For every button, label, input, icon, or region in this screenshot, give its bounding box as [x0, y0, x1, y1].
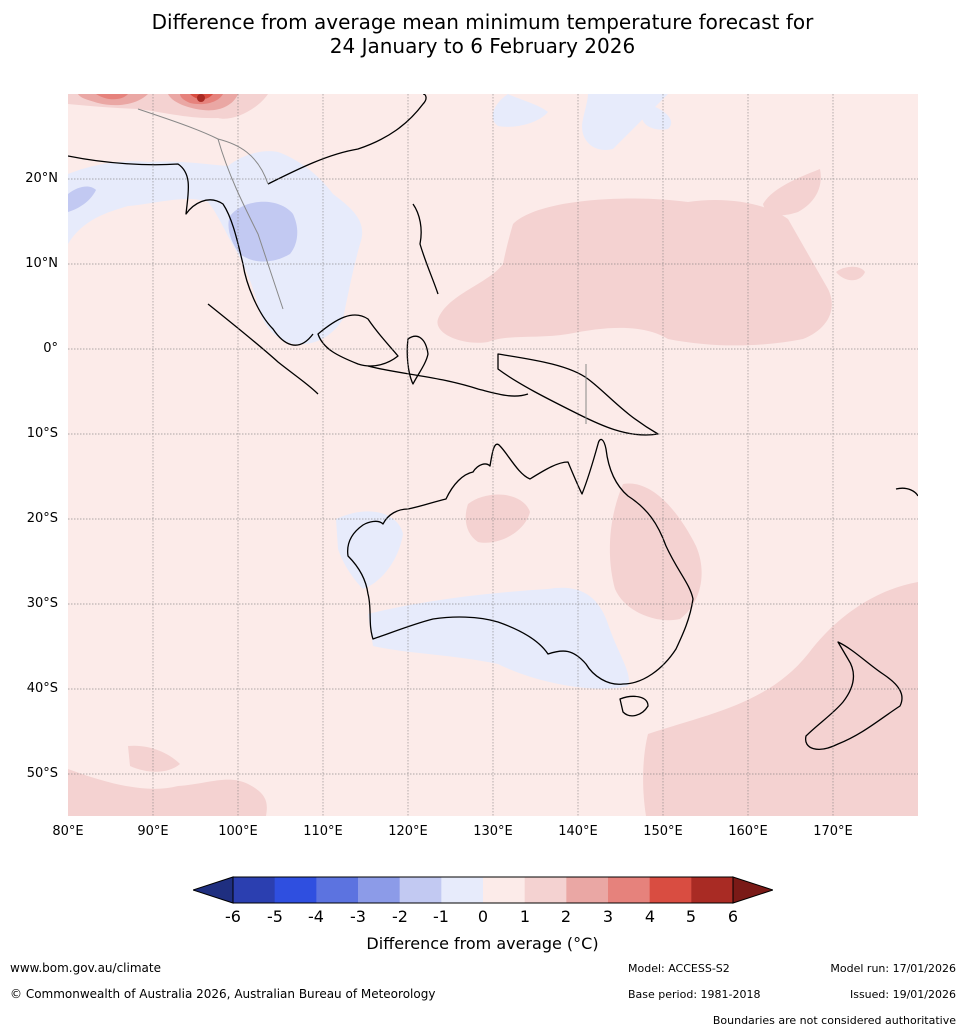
colorbar-tick: 3 [602, 907, 614, 926]
cool-anomaly-core [68, 186, 298, 262]
lon-label-120e: 120°E [388, 824, 428, 839]
colorbar-under-arrow [193, 876, 234, 904]
australia-coast [347, 438, 694, 685]
country-borders [137, 108, 587, 424]
colorbar-tick: 6 [727, 907, 739, 926]
footer-copyright: © Commonwealth of Australia 2026, Austra… [10, 987, 436, 1001]
map-canvas [68, 94, 918, 816]
new-zealand-coast [805, 641, 903, 750]
colorbar-cell [358, 877, 401, 903]
colorbar-cell [233, 877, 276, 903]
lon-label-90e: 90°E [137, 824, 169, 839]
colorbar [193, 876, 773, 904]
philippines-coast [412, 203, 439, 295]
colorbar-cell [316, 877, 359, 903]
lon-label-110e: 110°E [303, 824, 343, 839]
colorbar-cell [441, 877, 484, 903]
colorbar-tick: -3 [350, 907, 366, 926]
colorbar-cell [399, 877, 442, 903]
lon-label-170e: 170°E [813, 824, 853, 839]
hot-spot-himalaya [68, 94, 268, 119]
colorbar-tick: 5 [685, 907, 697, 926]
lat-label-40s: 40°S [26, 681, 58, 696]
colorbar-label: Difference from average (°C) [366, 934, 599, 953]
borneo-coast [317, 314, 399, 367]
java-coast [367, 365, 529, 397]
colorbar-over-arrow [732, 876, 773, 904]
colorbar-tick: -5 [267, 907, 283, 926]
footer-base-period: Base period: 1981-2018 [628, 988, 761, 1001]
lon-label-80e: 80°E [52, 824, 84, 839]
footer-website-link[interactable]: www.bom.gov.au/climate [10, 961, 161, 975]
colorbar-cell [608, 877, 651, 903]
new-guinea-coast [497, 353, 659, 436]
lat-label-equator: 0° [43, 341, 58, 356]
lat-label-10s: 10°S [26, 426, 58, 441]
map-title-line2: 24 January to 6 February 2026 [329, 34, 636, 58]
china-coast [267, 94, 427, 185]
lon-label-130e: 130°E [473, 824, 513, 839]
lat-label-10n: 10°N [25, 256, 58, 271]
colorbar-tick: 2 [560, 907, 572, 926]
lat-label-20n: 20°N [25, 171, 58, 186]
lon-label-100e: 100°E [218, 824, 258, 839]
lon-label-150e: 150°E [643, 824, 683, 839]
colorbar-cells [233, 877, 734, 903]
lon-label-160e: 160°E [728, 824, 768, 839]
colorbar-cell [566, 877, 609, 903]
colorbar-tick: -2 [392, 907, 408, 926]
colorbar-tick: 1 [519, 907, 531, 926]
colorbar-cell [691, 877, 734, 903]
colorbar-frame [232, 876, 734, 904]
lat-label-50s: 50°S [26, 766, 58, 781]
lat-label-20s: 20°S [26, 511, 58, 526]
colorbar-cell [524, 877, 567, 903]
colorbar-tick: 4 [644, 907, 656, 926]
tasmania-coast [619, 695, 649, 717]
sumatra-coast [207, 303, 319, 395]
colorbar-cell [483, 877, 526, 903]
mainland-asia-coast [68, 155, 314, 346]
footer-issued: Issued: 19/01/2026 [849, 988, 956, 1001]
coastlines [68, 94, 918, 750]
colorbar-tick: 0 [477, 907, 489, 926]
footer-model: Model: ACCESS-S2 [628, 962, 730, 975]
colorbar-cell [274, 877, 317, 903]
footer-disclaimer: Boundaries are not considered authoritat… [712, 1014, 956, 1027]
warm-anomaly-regions [68, 169, 918, 816]
colorbar-tick: -6 [225, 907, 241, 926]
map-title-line1: Difference from average mean minimum tem… [151, 10, 814, 34]
forecast-map[interactable] [68, 94, 918, 816]
footer-model-run: Model run: 17/01/2026 [830, 962, 956, 975]
colorbar-tick: -1 [433, 907, 449, 926]
sulawesi-coast [406, 335, 429, 385]
graticule [68, 94, 918, 816]
fiji-coast [895, 487, 918, 497]
colorbar-tick: -4 [308, 907, 324, 926]
cool-anomaly-regions [68, 94, 672, 689]
lat-label-30s: 30°S [26, 596, 58, 611]
lon-label-140e: 140°E [558, 824, 598, 839]
colorbar-cell [649, 877, 692, 903]
